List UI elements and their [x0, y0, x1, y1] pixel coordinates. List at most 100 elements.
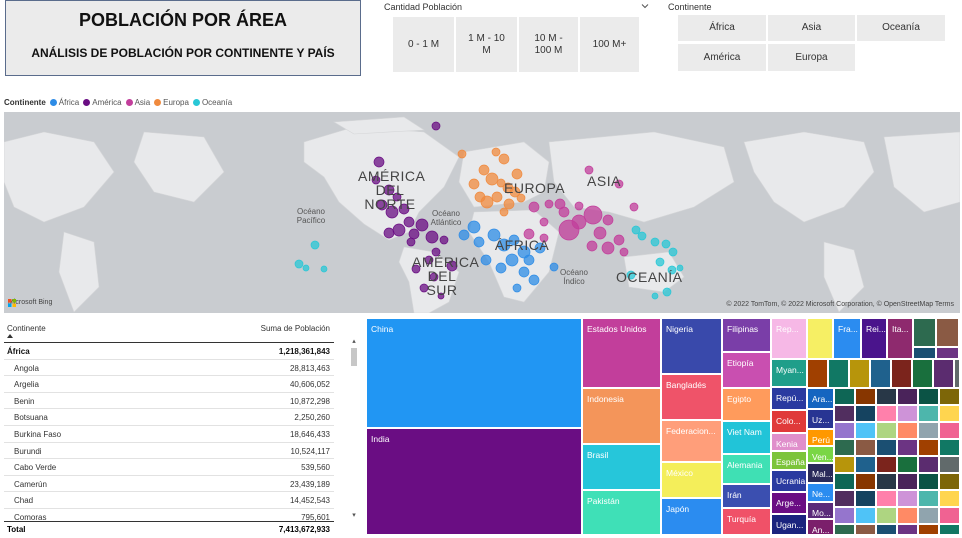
treemap-tile[interactable] — [918, 439, 939, 456]
treemap-tile[interactable] — [918, 524, 939, 535]
map-point[interactable] — [403, 216, 415, 228]
chevron-down-icon[interactable] — [641, 2, 649, 10]
map-points[interactable] — [294, 121, 684, 300]
treemap-tile[interactable]: Mal... — [807, 463, 834, 483]
map-point[interactable] — [523, 254, 535, 266]
scroll-up-icon[interactable]: ▴ — [352, 338, 356, 345]
map-point[interactable] — [431, 121, 441, 131]
treemap-tile[interactable] — [918, 507, 939, 524]
map-point[interactable] — [408, 228, 420, 240]
scroll-down-icon[interactable]: ▾ — [352, 512, 356, 519]
map-point[interactable] — [491, 147, 501, 157]
table-row[interactable]: Burkina Faso 18,646,433 — [4, 426, 334, 443]
map-point[interactable] — [586, 240, 598, 252]
map-point[interactable] — [528, 274, 540, 286]
continent-option-oceania[interactable]: Oceanía — [857, 15, 945, 41]
treemap-tile[interactable]: Rei... — [861, 318, 887, 359]
population-treemap[interactable]: China India Estados Unidos Indonesia Brasil P… — [366, 318, 960, 535]
treemap-tile[interactable]: India — [366, 428, 582, 535]
treemap-tile[interactable] — [855, 422, 876, 439]
treemap-tile[interactable] — [897, 524, 918, 535]
map-point[interactable] — [650, 237, 660, 247]
map-point[interactable] — [473, 236, 485, 248]
treemap-tile[interactable]: Egipto — [722, 388, 771, 421]
treemap-tile[interactable]: Brasil — [582, 444, 661, 490]
treemap-tile[interactable] — [834, 473, 855, 490]
map-point[interactable] — [478, 164, 490, 176]
sort-ascending-icon[interactable] — [7, 334, 13, 338]
map-point[interactable] — [383, 184, 395, 196]
treemap-tile[interactable] — [897, 507, 918, 524]
treemap-tile[interactable] — [939, 456, 960, 473]
table-row[interactable]: Burundi 10,524,117 — [4, 443, 334, 460]
treemap-tile[interactable] — [855, 439, 876, 456]
table-row[interactable]: Cabo Verde 539,560 — [4, 459, 334, 476]
map-point[interactable] — [429, 272, 439, 282]
map-point[interactable] — [539, 233, 549, 243]
map-point[interactable] — [516, 193, 526, 203]
table-row[interactable]: Angola 28,813,463 — [4, 360, 334, 377]
map-point[interactable] — [511, 168, 523, 180]
treemap-tile[interactable]: Turquía — [722, 508, 771, 535]
map-point[interactable] — [419, 283, 429, 293]
map-point[interactable] — [544, 199, 554, 209]
map-point[interactable] — [392, 223, 406, 237]
map-point[interactable] — [383, 227, 395, 239]
world-map[interactable]: AMÉRICA DEL NORTE AMÉRICA DEL SUR EUROPA… — [4, 112, 960, 313]
treemap-tile[interactable] — [876, 473, 897, 490]
treemap-tile[interactable]: Mo... — [807, 502, 834, 519]
treemap-tile[interactable] — [876, 405, 897, 422]
population-option-10-100m[interactable]: 10 M - 100 M — [519, 17, 578, 72]
map-point[interactable] — [613, 234, 625, 246]
map-point[interactable] — [480, 254, 492, 266]
map-point[interactable] — [437, 292, 445, 300]
treemap-tile[interactable] — [936, 347, 959, 359]
map-point[interactable] — [411, 264, 421, 274]
treemap-tile[interactable] — [855, 388, 876, 405]
map-point[interactable] — [505, 253, 519, 267]
map-point[interactable] — [637, 231, 647, 241]
treemap-tile[interactable] — [918, 405, 939, 422]
map-point[interactable] — [406, 237, 416, 247]
map-point[interactable] — [480, 195, 494, 209]
continent-option-africa[interactable]: África — [678, 15, 766, 41]
scrollbar-thumb[interactable] — [351, 348, 357, 366]
table-row[interactable]: Botsuana 2,250,260 — [4, 409, 334, 426]
map-point[interactable] — [446, 260, 458, 272]
treemap-tile[interactable]: Viet Nam — [722, 421, 771, 454]
map-point[interactable] — [655, 257, 665, 267]
treemap-tile[interactable] — [807, 359, 828, 388]
map-point[interactable] — [425, 230, 439, 244]
column-header-population[interactable]: Suma de Población — [260, 324, 330, 333]
map-point[interactable] — [528, 201, 540, 213]
map-point[interactable] — [626, 270, 636, 280]
treemap-tile[interactable] — [918, 456, 939, 473]
treemap-tile[interactable]: Ucrania — [771, 470, 807, 492]
treemap-tile[interactable]: Alemania — [722, 454, 771, 484]
treemap-tile[interactable]: Irán — [722, 484, 771, 508]
map-point[interactable] — [392, 192, 402, 202]
map-point[interactable] — [584, 165, 594, 175]
treemap-tile[interactable]: Colo... — [771, 410, 807, 433]
map-point[interactable] — [512, 283, 522, 293]
treemap-tile[interactable] — [834, 388, 855, 405]
map-point[interactable] — [302, 264, 310, 272]
treemap-tile[interactable] — [954, 359, 960, 388]
treemap-tile[interactable] — [939, 524, 960, 535]
treemap-tile[interactable]: Rep... — [771, 318, 807, 359]
table-row[interactable]: Argelia 40,606,052 — [4, 376, 334, 393]
table-row[interactable]: Comoras 795,601 — [14, 513, 330, 522]
map-point[interactable] — [554, 198, 566, 210]
treemap-tile[interactable]: Repú... — [771, 387, 807, 410]
treemap-tile[interactable] — [855, 507, 876, 524]
treemap-tile[interactable] — [828, 359, 849, 388]
treemap-tile[interactable] — [834, 405, 855, 422]
map-point[interactable] — [468, 178, 480, 190]
legend-item-africa[interactable]: África — [49, 98, 79, 107]
legend-item-europa[interactable]: Europa — [154, 98, 189, 107]
table-row-group-africa[interactable]: África 1,218,361,843 — [4, 343, 334, 360]
treemap-tile[interactable]: Ugan... — [771, 514, 807, 535]
table-row[interactable]: Chad 14,452,543 — [4, 492, 334, 509]
map-point[interactable] — [602, 214, 614, 226]
continent-option-america[interactable]: América — [678, 44, 766, 71]
